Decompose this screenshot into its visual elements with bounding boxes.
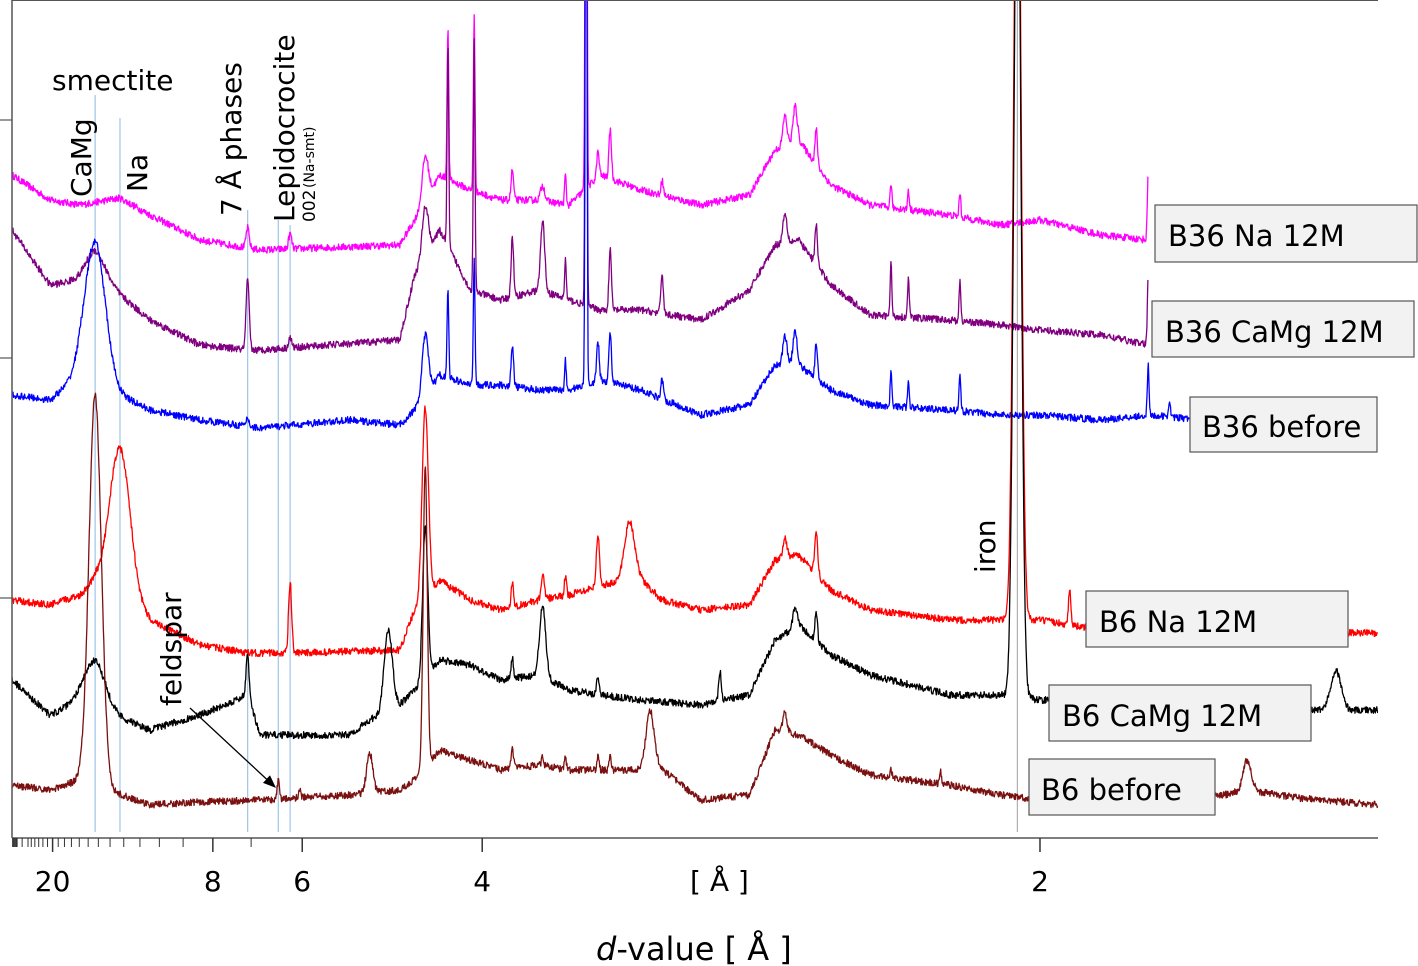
series-b36-camg-12m bbox=[12, 0, 1149, 354]
axes bbox=[11, 0, 1378, 839]
label-b36-camg-text: B36 CaMg 12M bbox=[1165, 315, 1384, 349]
series-labels: B36 Na 12M B36 CaMg 12M B36 before B6 Na… bbox=[1028, 204, 1418, 816]
label-b6-camg: B6 CaMg 12M bbox=[1048, 684, 1312, 742]
x-tick-label: 4 bbox=[473, 865, 491, 898]
series-b36-before bbox=[12, 0, 1200, 432]
annotation-na: Na bbox=[121, 154, 154, 192]
annotation-lepidocrocite: Lepidocrocite bbox=[268, 34, 301, 222]
x-tick-label: 8 bbox=[204, 865, 222, 898]
annotation-7a-phases: 7 Å phases bbox=[214, 62, 248, 216]
label-b6-before-text: B6 before bbox=[1041, 773, 1182, 807]
label-b6-before: B6 before bbox=[1028, 758, 1216, 816]
label-b36-na: B36 Na 12M bbox=[1154, 204, 1418, 263]
x-ticks: 20 8 6 4 2 bbox=[0, 119, 1049, 898]
x-axis-title: d-value [ Å ] bbox=[596, 930, 792, 966]
x-tick-label: 20 bbox=[35, 865, 71, 898]
label-b36-camg: B36 CaMg 12M bbox=[1151, 300, 1415, 358]
x-axis-title-rest: -value [ Å ] bbox=[616, 930, 791, 966]
annotation-feldspar: feldspar bbox=[155, 592, 188, 706]
label-b6-camg-text: B6 CaMg 12M bbox=[1062, 699, 1262, 733]
x-tick-label: 6 bbox=[293, 865, 311, 898]
x-unit-label: [ Å ] bbox=[690, 864, 749, 898]
series-b36-na-12m bbox=[12, 0, 1149, 254]
label-b36-na-text: B36 Na 12M bbox=[1168, 219, 1345, 253]
label-b36-before: B36 before bbox=[1189, 396, 1378, 453]
label-b36-before-text: B36 before bbox=[1202, 410, 1361, 444]
annotation-smectite: smectite bbox=[52, 64, 173, 97]
annotation-camg: CaMg bbox=[65, 118, 98, 197]
annotation-na-smt: (Na-smt) bbox=[302, 127, 318, 188]
annotation-iron: iron bbox=[969, 519, 1002, 573]
x-axis-title-d: d bbox=[596, 930, 617, 966]
label-b6-na-text: B6 Na 12M bbox=[1099, 605, 1257, 639]
x-tick-label: 2 bbox=[1031, 865, 1049, 898]
annotation-002: 002 bbox=[300, 190, 320, 222]
label-b6-na: B6 Na 12M bbox=[1085, 590, 1349, 648]
feldspar-arrow bbox=[189, 707, 276, 788]
